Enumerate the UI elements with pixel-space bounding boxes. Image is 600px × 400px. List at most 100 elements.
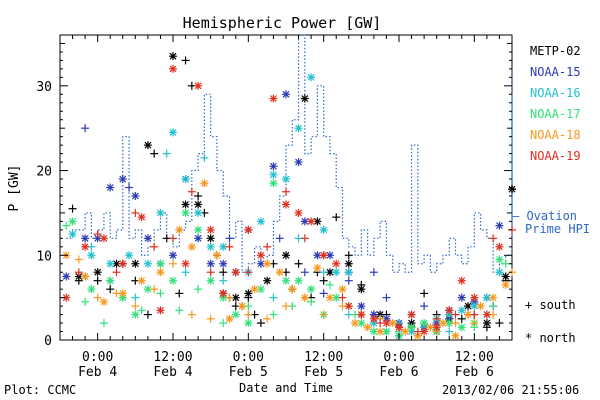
north-point [131,259,140,268]
north-point [219,289,228,298]
north-point [476,302,485,311]
south-point [263,242,272,251]
y-axis: 0 10 20 30 [36,34,512,349]
south-point [432,314,441,323]
north-point [457,323,466,332]
south-point [489,234,498,243]
south-point [489,302,498,311]
north-point [256,217,265,226]
north-point [307,217,316,226]
north-point [482,310,491,319]
north-point [294,158,303,167]
north-point [445,306,454,315]
south-point [225,234,234,243]
north-point [495,242,504,251]
north-point [194,225,203,234]
y-tick-label: 0 [44,334,52,349]
south-point [194,285,203,294]
north-point [407,323,416,332]
legend-item: NOAA-17 [530,107,581,121]
x-tick-label-day: Feb 6 [379,365,418,380]
north-point [118,289,127,298]
north-point [244,225,253,234]
legend-item: NOAA-15 [530,65,581,79]
north-point [81,234,90,243]
north-point [457,276,466,285]
north-point [319,251,328,260]
marker-key-north: * north [525,331,576,345]
x-tick-label-time: 12:00 [455,350,494,365]
south-point [307,297,316,306]
north-point [156,208,165,217]
north-point [482,319,491,328]
north-point [451,331,460,340]
south-point [93,230,102,239]
north-point [338,285,347,294]
north-point [369,327,378,336]
north-point [282,175,290,184]
north-point [93,268,102,277]
north-point [244,289,253,298]
legend-item: NOAA-19 [530,149,581,163]
north-point [470,293,479,302]
north-point [495,221,504,230]
south-point [112,268,121,277]
south-point [106,285,115,294]
marker-key-south: + south [525,298,576,312]
south-point [244,310,253,319]
north-point [244,319,253,328]
north-point [495,255,504,264]
north-point [300,94,309,103]
north-point [238,302,247,311]
south-point [269,310,278,319]
north-point [131,310,140,319]
x-tick-label-time: 12:00 [304,350,343,365]
north-point [137,276,146,285]
north-point [81,242,90,251]
north-point [194,208,203,217]
north-point [344,302,353,311]
south-point [93,276,102,285]
north-point [175,225,184,234]
south-point [81,297,90,306]
north-point [438,319,447,328]
south-point [181,268,190,277]
north-point [206,225,215,234]
north-point [231,293,240,302]
north-point [357,285,366,294]
north-point [282,90,290,99]
ovation-step-path [66,34,513,273]
ovation-hpi-line [66,34,513,273]
north-point [187,242,196,251]
north-point [62,272,71,281]
north-point [68,230,77,239]
north-point [294,124,303,133]
north-point [200,179,209,188]
south-point [125,183,134,192]
north-point [194,81,203,90]
north-point [288,285,297,294]
north-point [225,314,234,323]
south-point [300,234,309,243]
south-point [181,56,190,65]
north-point [457,293,466,302]
north-point [344,268,353,277]
south-point [219,276,228,285]
south-point [294,259,303,268]
legend-ovation-line1: — Ovation [512,209,577,223]
south-point [332,213,341,222]
north-point [181,175,190,184]
south-point [99,319,108,328]
legend-item: NOAA-18 [530,128,581,142]
north-point [219,259,228,268]
x-axis-label: Date and Time [239,381,333,395]
north-point [369,314,378,323]
south-point [74,268,83,277]
north-point [263,276,272,285]
north-point [231,310,240,319]
south-point [470,319,479,328]
north-point [269,162,278,171]
south-point [344,251,353,260]
north-point [156,268,165,277]
